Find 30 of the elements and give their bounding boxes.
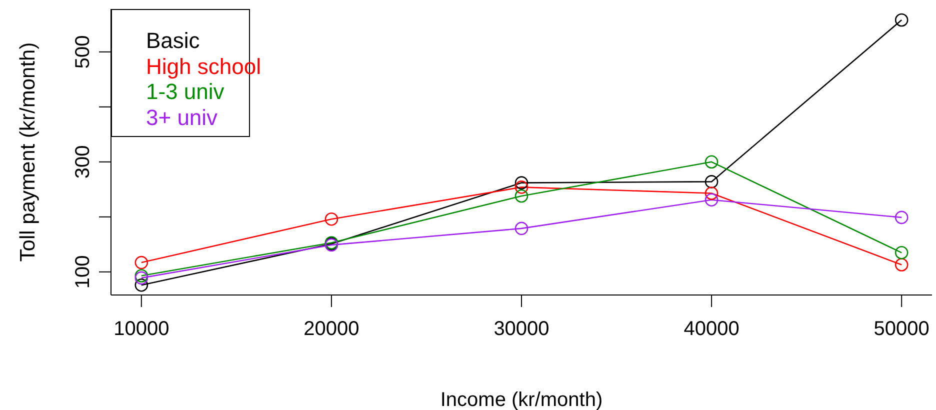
y-tick-label: 300 — [72, 145, 94, 179]
x-axis-title: Income (kr/month) — [440, 389, 603, 410]
point — [134, 256, 148, 270]
point — [704, 193, 718, 206]
point — [514, 176, 528, 190]
point — [704, 175, 718, 188]
text: 1-3 univ — [146, 79, 226, 104]
point — [894, 258, 908, 272]
point — [134, 278, 148, 292]
point — [134, 269, 148, 282]
x-tick-label: 30000 — [494, 318, 550, 340]
text: Basic — [146, 28, 201, 54]
x-tick-label: 50000 — [874, 318, 930, 340]
point — [134, 271, 148, 285]
point — [894, 210, 908, 224]
x-tick-label: 40000 — [684, 318, 740, 340]
point — [514, 180, 528, 194]
point — [704, 186, 718, 200]
x-tick-label: 10000 — [114, 318, 170, 340]
point — [514, 222, 528, 236]
x-tick-label: 20000 — [304, 318, 360, 340]
y-axis-title: Toll payment (kr/month) — [16, 42, 40, 262]
point — [894, 13, 908, 27]
point — [514, 189, 528, 203]
y-tick-label: 500 — [72, 35, 94, 69]
point — [704, 155, 718, 169]
text: 3+ univ — [146, 104, 219, 130]
y-tick-label: 100 — [72, 255, 94, 289]
point — [324, 212, 338, 226]
point — [894, 246, 908, 260]
